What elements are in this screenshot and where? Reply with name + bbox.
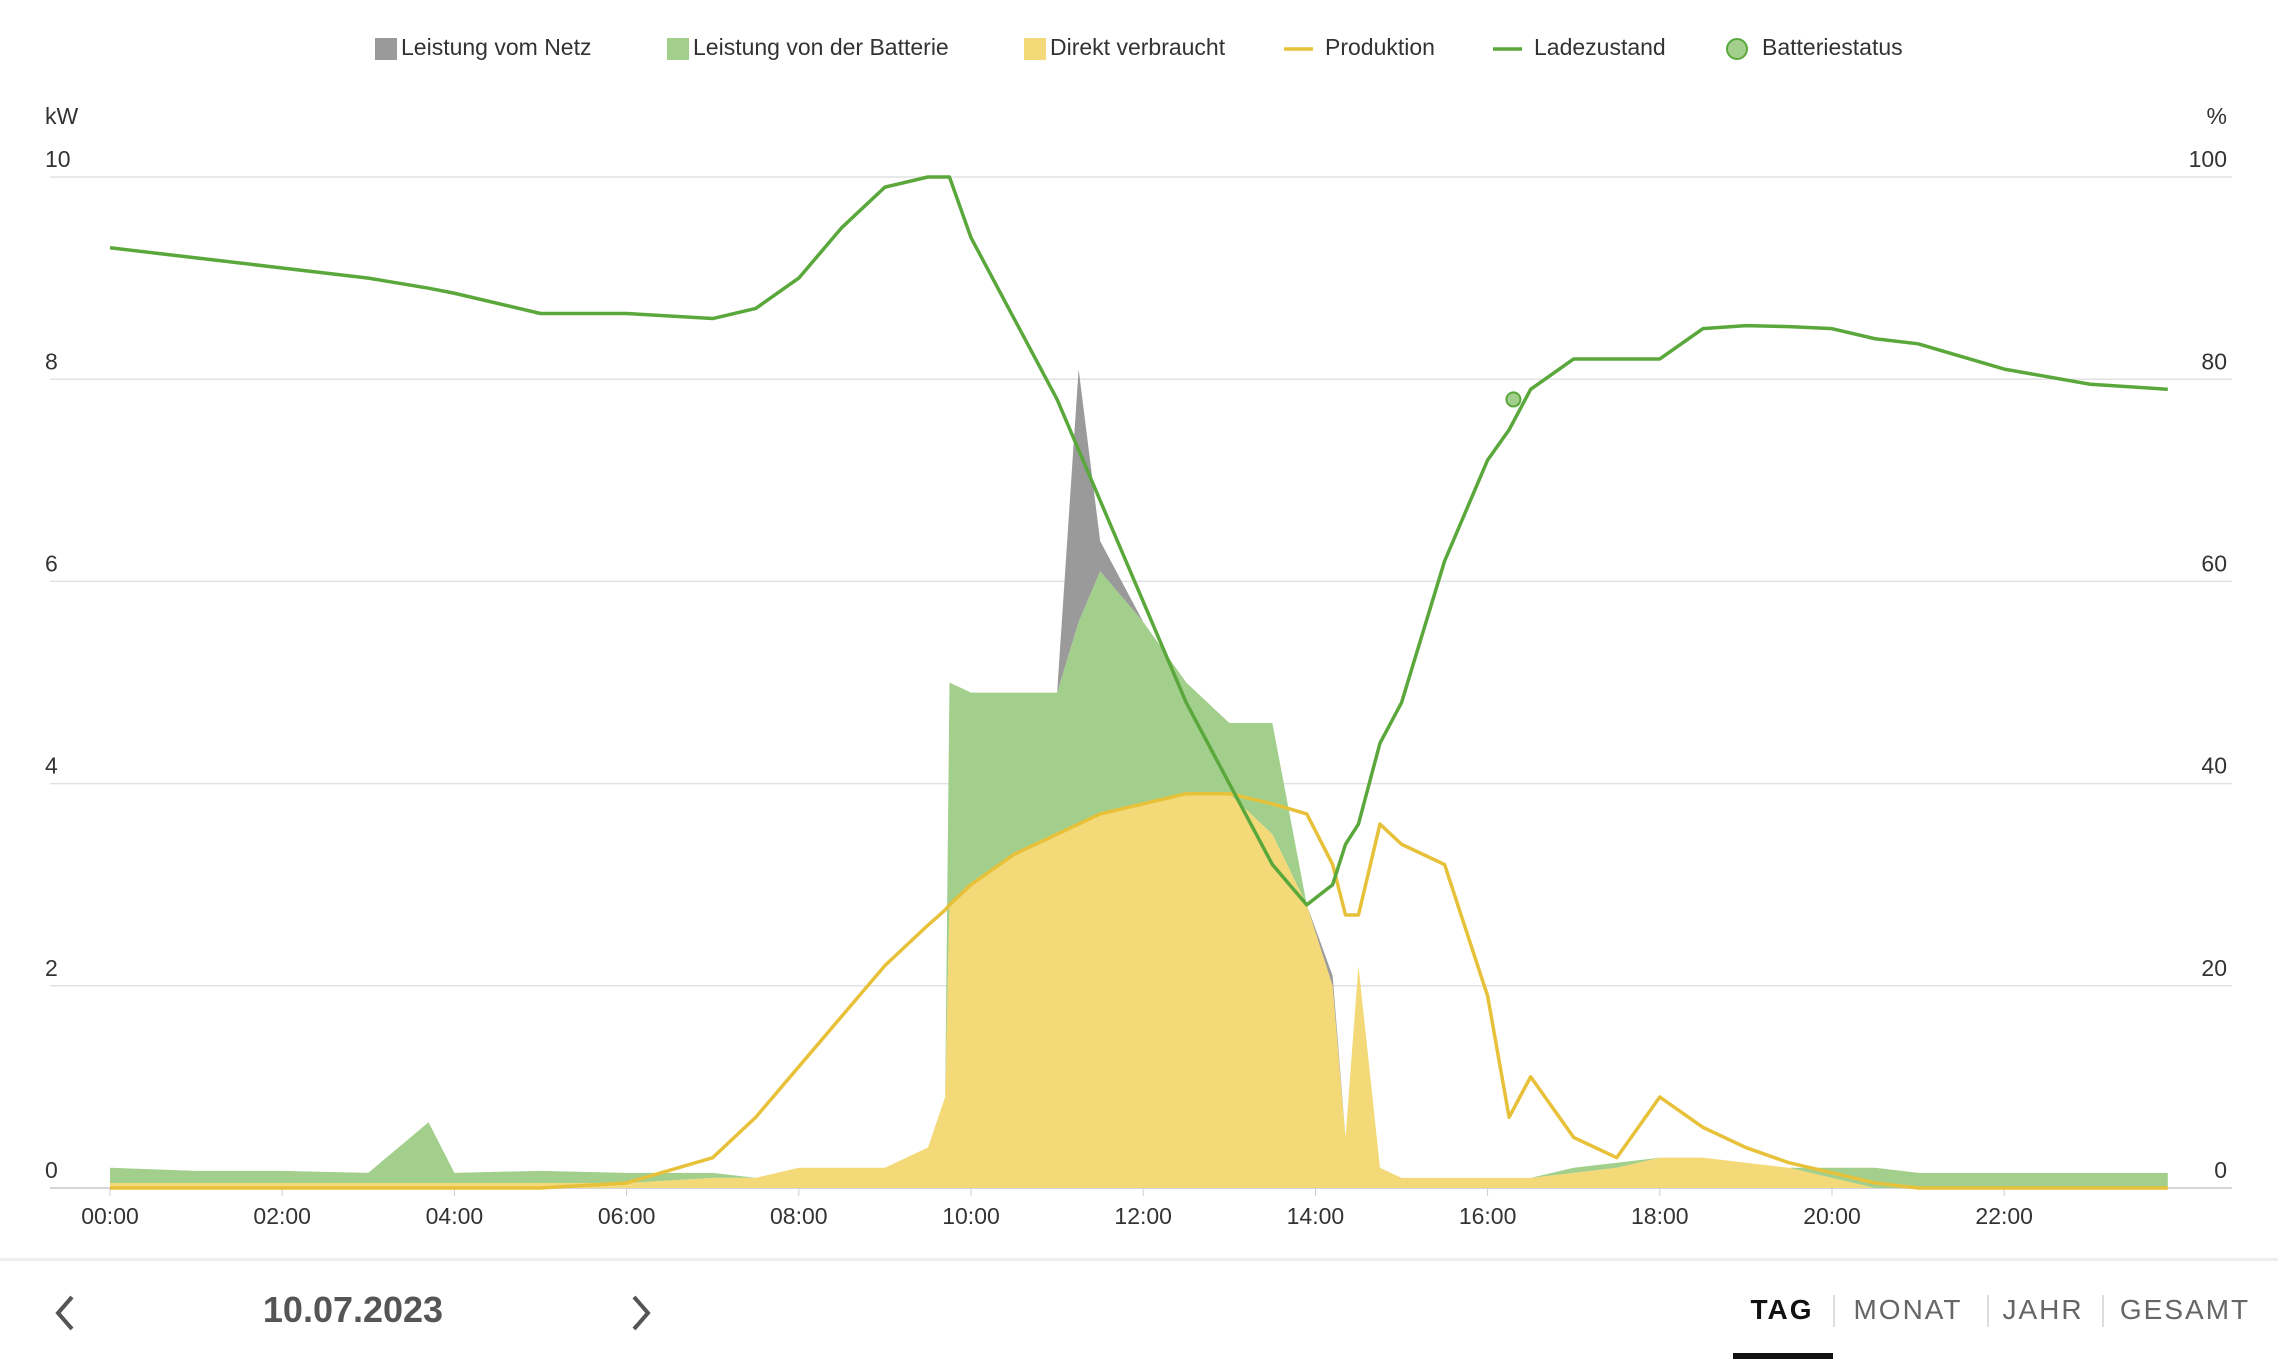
legend-label[interactable]: Batteriestatus [1762, 34, 1903, 60]
active-tab-indicator [1733, 1353, 1833, 1359]
x-tick-label: 00:00 [81, 1203, 139, 1229]
separator [2102, 1295, 2104, 1327]
separator [1987, 1295, 1989, 1327]
prev-arrow[interactable] [50, 1291, 80, 1335]
tab[interactable]: GESAMT [2119, 1294, 2251, 1325]
y-tick-label: 8 [45, 348, 58, 374]
date: 10.07.2023 [262, 1289, 444, 1330]
y-tick-label: 10 [45, 146, 71, 172]
legend-swatch [1726, 38, 1748, 60]
legend-swatch [375, 38, 397, 60]
x-tick-label: 02:00 [253, 1203, 311, 1229]
y2-tick-label: 40 [2201, 753, 2227, 779]
legend-label[interactable]: Direkt verbraucht [1050, 34, 1226, 60]
legend-label[interactable]: Produktion [1325, 34, 1435, 60]
separator [1833, 1295, 1835, 1327]
x-tick-label: 12:00 [1114, 1203, 1172, 1229]
line [110, 791, 2168, 1190]
legend-label[interactable]: Leistung vom Netz [401, 34, 591, 60]
y2-axis-label: % [2207, 103, 2227, 129]
x-tick-label: 18:00 [1631, 1203, 1689, 1229]
area [110, 571, 2168, 1188]
x-tick-label: 06:00 [598, 1203, 656, 1229]
tab[interactable]: JAHR [2002, 1294, 2084, 1325]
y-tick-label: 4 [45, 753, 58, 779]
x-tick-label: 16:00 [1459, 1203, 1517, 1229]
x-tick-label: 04:00 [426, 1203, 484, 1229]
next-arrow[interactable] [626, 1291, 656, 1335]
y2-tick-label: 80 [2201, 348, 2227, 374]
legend-label[interactable]: Ladezustand [1534, 34, 1666, 60]
legend-label[interactable]: Leistung von der Batterie [693, 34, 949, 60]
area [110, 793, 2168, 1188]
x-tick-label: 14:00 [1287, 1203, 1345, 1229]
y-axis-label: kW [45, 103, 79, 129]
legend-swatch [667, 38, 689, 60]
line [109, 175, 2168, 907]
y2-tick-label: 20 [2201, 955, 2227, 981]
x-tick-label: 08:00 [770, 1203, 828, 1229]
point [1505, 391, 1522, 408]
x-tick-label: 10:00 [942, 1203, 1000, 1229]
y2-tick-label: 60 [2201, 550, 2227, 576]
y-tick-label: 6 [45, 550, 58, 576]
tab[interactable]: TAG [1750, 1294, 1814, 1325]
x-tick-label: 22:00 [1975, 1203, 2033, 1229]
tab[interactable]: MONAT [1853, 1294, 1963, 1325]
legend-swatch [1024, 38, 1046, 60]
y-tick-label: 2 [45, 955, 58, 981]
y2-tick-label: 0 [2214, 1157, 2227, 1183]
y2-tick-label: 100 [2189, 146, 2227, 172]
x-tick-label: 20:00 [1803, 1203, 1861, 1229]
bottom-nav: 10.07.2023 TAG MONAT JAHR GESAMT [0, 1258, 2278, 1359]
y-tick-label: 0 [45, 1157, 58, 1183]
